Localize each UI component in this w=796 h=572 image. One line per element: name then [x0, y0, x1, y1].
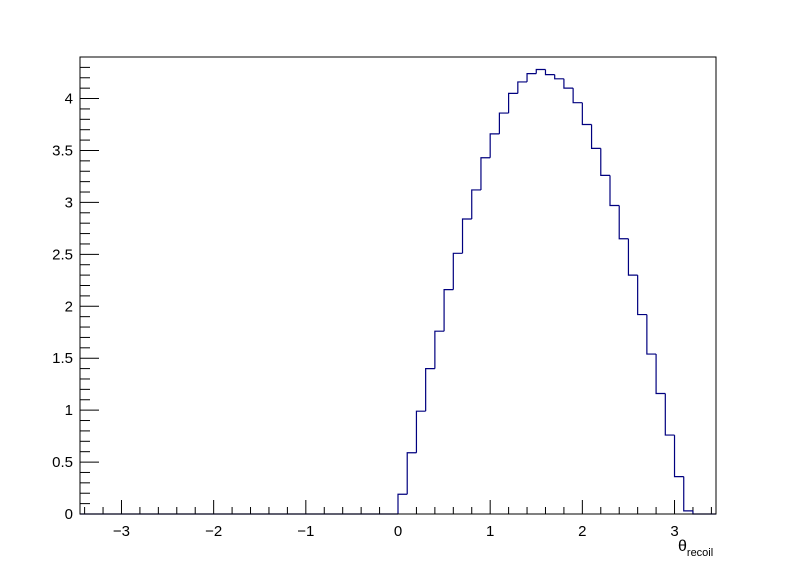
histogram-bin	[590, 124, 601, 149]
y-tick-label: 0.5	[52, 454, 73, 471]
axis-ticks	[80, 56, 712, 515]
histogram-bin	[526, 73, 537, 82]
histogram-bin	[461, 218, 472, 254]
histogram-bin	[517, 81, 528, 94]
histogram-bin	[535, 68, 546, 74]
histogram-bin	[406, 452, 417, 495]
histogram-bin	[572, 88, 583, 104]
histogram-bin	[544, 69, 555, 76]
x-tick-label: 0	[394, 523, 402, 540]
histogram-bin	[627, 238, 638, 276]
y-tick-label: 3	[65, 194, 73, 211]
y-tick-label: 1	[65, 402, 73, 419]
y-tick-label: 4	[65, 91, 73, 108]
y-tick-label: 0	[65, 506, 73, 523]
histogram-bin	[471, 189, 481, 220]
x-tick-label: 3	[670, 523, 678, 540]
histogram-bin	[443, 289, 454, 332]
y-tick-label: 2	[65, 298, 73, 315]
y-tick-label: 2.5	[52, 246, 73, 263]
y-tick-label: 1.5	[52, 350, 73, 367]
histogram-bin	[655, 354, 666, 395]
histogram-bin	[600, 148, 610, 177]
histogram-bin	[609, 175, 620, 207]
histogram-bin	[581, 102, 592, 126]
histogram-bin	[618, 205, 629, 240]
plot-frame	[79, 56, 717, 515]
histogram-bin	[683, 476, 693, 512]
histogram-bin	[434, 330, 445, 369]
histogram-bin	[480, 157, 491, 190]
x-axis-title: θrecoil	[678, 538, 713, 559]
tick-labels: −3 −2 −1 0 1 2 3 0 0.5 1 1.5 2 2.5 3 3.5 4	[52, 91, 679, 540]
x-tick-label: −1	[297, 523, 314, 540]
histogram-bin	[563, 78, 574, 89]
y-tick-label: 3.5	[52, 142, 73, 159]
histogram-bin	[498, 112, 509, 134]
histogram-bin	[508, 92, 518, 114]
histogram-bin	[415, 410, 426, 453]
histogram-bin	[397, 493, 408, 514]
histogram-bin	[489, 133, 500, 158]
x-tick-label: −3	[113, 523, 130, 540]
histogram-bin	[646, 314, 657, 355]
histogram-bin	[664, 393, 675, 436]
x-tick-label: 1	[486, 523, 494, 540]
histogram-bin	[637, 275, 647, 316]
histogram-bin	[554, 74, 564, 80]
x-tick-label: −2	[205, 523, 222, 540]
x-tick-label: 2	[578, 523, 586, 540]
histogram-bin	[452, 252, 463, 290]
histogram-bin	[425, 367, 435, 412]
x-axis-title-subscript: recoil	[687, 547, 713, 559]
histogram-bin	[673, 435, 684, 478]
x-axis-title-symbol: θ	[678, 538, 687, 555]
